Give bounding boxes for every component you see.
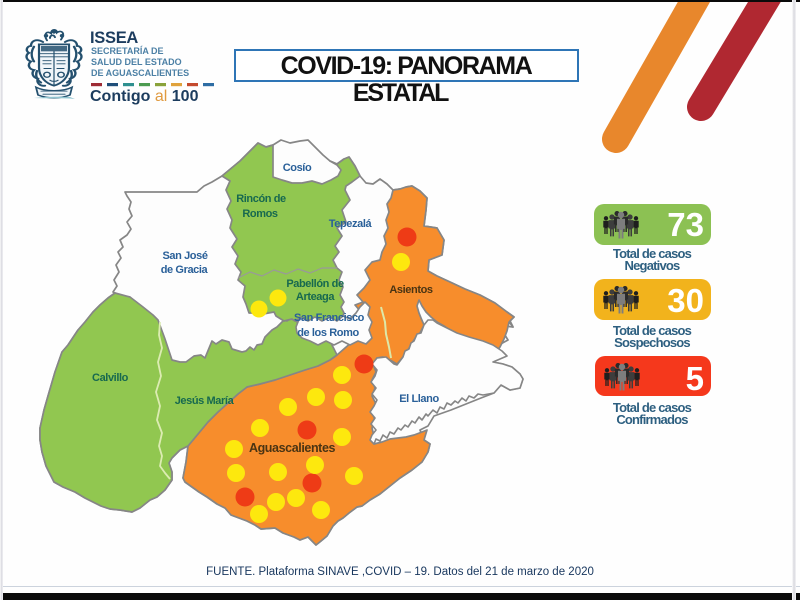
svg-text:Rincón de: Rincón de bbox=[236, 193, 286, 205]
svg-text:Cosío: Cosío bbox=[283, 162, 312, 174]
svg-text:Asientos: Asientos bbox=[389, 284, 433, 296]
svg-text:El Llano: El Llano bbox=[399, 393, 439, 405]
svg-text:San Francisco: San Francisco bbox=[294, 312, 365, 324]
svg-text:Calvillo: Calvillo bbox=[92, 372, 129, 384]
svg-text:Pabellón de: Pabellón de bbox=[286, 278, 344, 290]
svg-text:Tepezalá: Tepezalá bbox=[329, 218, 373, 230]
svg-text:Romos: Romos bbox=[242, 208, 278, 220]
svg-text:San José: San José bbox=[162, 250, 207, 262]
svg-text:Aguascalientes: Aguascalientes bbox=[249, 441, 336, 455]
svg-text:Jesús María: Jesús María bbox=[175, 395, 235, 407]
svg-text:de los Romo: de los Romo bbox=[297, 327, 359, 339]
svg-text:Arteaga: Arteaga bbox=[296, 291, 335, 303]
svg-text:de Gracia: de Gracia bbox=[161, 264, 209, 276]
